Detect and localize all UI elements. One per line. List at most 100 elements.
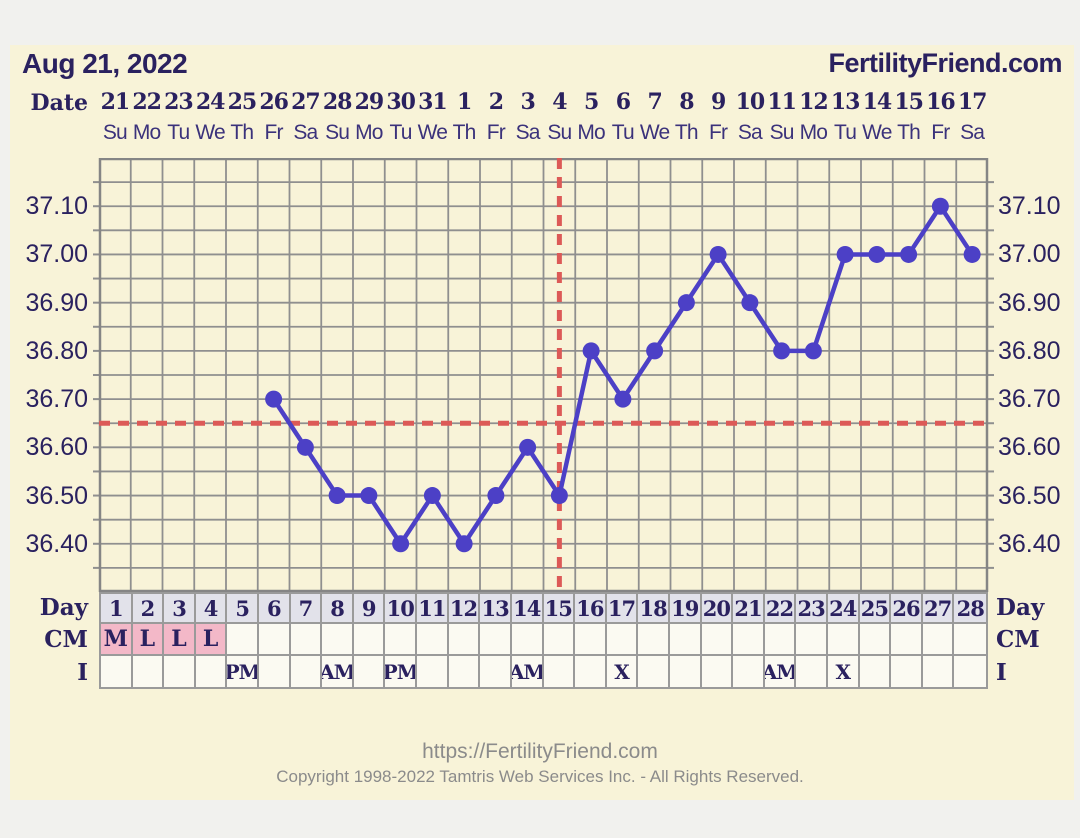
day-cell[interactable]: 18 bbox=[638, 594, 670, 622]
intercourse-cell: AM bbox=[322, 656, 354, 687]
day-cell[interactable]: 9 bbox=[353, 594, 386, 622]
day-cell[interactable]: 11 bbox=[417, 594, 449, 622]
day-cell[interactable]: 24 bbox=[827, 594, 860, 622]
date-number: 30 bbox=[386, 89, 416, 115]
footer-url[interactable]: https://FertilityFriend.com bbox=[422, 740, 658, 763]
weekday-label: We bbox=[639, 121, 670, 144]
day-cell[interactable]: 19 bbox=[669, 594, 702, 622]
temp-point[interactable] bbox=[519, 438, 537, 456]
date-number: 10 bbox=[735, 89, 766, 115]
day-cell[interactable]: 3 bbox=[164, 594, 196, 622]
y-axis-label-left: 37.10 bbox=[25, 192, 88, 221]
weekday-label: Tu bbox=[611, 121, 635, 144]
temp-point[interactable] bbox=[487, 487, 505, 505]
weekday-label: Fr bbox=[931, 121, 950, 144]
temp-point[interactable] bbox=[931, 197, 949, 215]
temp-point[interactable] bbox=[646, 342, 664, 360]
intercourse-cell bbox=[575, 656, 607, 687]
date-number: 29 bbox=[354, 89, 385, 115]
temp-point[interactable] bbox=[582, 342, 600, 360]
day-cell[interactable]: 4 bbox=[195, 594, 228, 622]
date-number: 28 bbox=[322, 89, 353, 115]
cm-cell: L bbox=[195, 624, 228, 654]
day-cell[interactable]: 12 bbox=[448, 594, 481, 622]
cm-cell bbox=[733, 624, 765, 654]
date-number: 12 bbox=[799, 89, 829, 115]
day-cell[interactable]: 5 bbox=[227, 594, 260, 622]
temp-point[interactable] bbox=[360, 487, 378, 505]
weekday-label: We bbox=[417, 121, 448, 144]
temp-point[interactable] bbox=[709, 245, 727, 263]
cm-cell bbox=[922, 624, 955, 654]
y-axis-label-right: 36.50 bbox=[998, 481, 1061, 510]
date-number: 23 bbox=[164, 89, 194, 115]
day-cell[interactable]: 21 bbox=[733, 594, 765, 622]
temp-point[interactable] bbox=[265, 390, 283, 408]
weekday-label: Th bbox=[230, 121, 254, 144]
cm-cell bbox=[638, 624, 670, 654]
day-cell[interactable]: 13 bbox=[480, 594, 512, 622]
temp-point[interactable] bbox=[455, 535, 473, 553]
temp-point[interactable] bbox=[423, 487, 441, 505]
y-axis-label-right: 37.00 bbox=[998, 240, 1061, 269]
day-cell[interactable]: 27 bbox=[922, 594, 955, 622]
cm-cell bbox=[575, 624, 607, 654]
intercourse-cell bbox=[101, 656, 133, 687]
temp-point[interactable] bbox=[550, 487, 568, 505]
intercourse-cell bbox=[859, 656, 892, 687]
day-cell[interactable]: 8 bbox=[322, 594, 354, 622]
temp-point[interactable] bbox=[773, 342, 791, 360]
weekday-label: Su bbox=[325, 121, 350, 144]
intercourse-cell: X bbox=[606, 656, 639, 687]
temp-point[interactable] bbox=[963, 245, 981, 263]
weekday-label: Fr bbox=[486, 121, 506, 144]
temp-point[interactable] bbox=[392, 535, 410, 553]
day-cell[interactable]: 1 bbox=[101, 594, 133, 622]
day-cell[interactable]: 14 bbox=[511, 594, 544, 622]
intercourse-cell bbox=[733, 656, 765, 687]
cm-cell bbox=[290, 624, 323, 654]
temp-point[interactable] bbox=[677, 294, 695, 312]
temp-point[interactable] bbox=[836, 245, 854, 263]
temp-point[interactable] bbox=[614, 390, 632, 408]
temp-point[interactable] bbox=[868, 245, 886, 263]
day-cell[interactable]: 15 bbox=[543, 594, 576, 622]
day-cell[interactable]: 2 bbox=[132, 594, 165, 622]
temp-point[interactable] bbox=[900, 245, 918, 263]
date-number: 27 bbox=[291, 89, 321, 115]
day-cell[interactable]: 23 bbox=[796, 594, 828, 622]
y-axis-label-right: 36.40 bbox=[998, 529, 1061, 558]
temp-point[interactable] bbox=[296, 438, 314, 456]
intercourse-row: PM AM PM AM X AM X bbox=[99, 656, 988, 689]
temp-point[interactable] bbox=[741, 294, 759, 312]
date-number: 16 bbox=[926, 89, 956, 115]
cm-cell bbox=[322, 624, 354, 654]
y-axis-label-left: 36.50 bbox=[25, 481, 88, 510]
day-cell[interactable]: 17 bbox=[606, 594, 639, 622]
day-cell[interactable]: 20 bbox=[701, 594, 734, 622]
day-cell[interactable]: 26 bbox=[891, 594, 923, 622]
intercourse-cell bbox=[195, 656, 228, 687]
day-cell[interactable]: 6 bbox=[259, 594, 291, 622]
cm-cell bbox=[259, 624, 291, 654]
day-cell[interactable]: 28 bbox=[954, 594, 986, 622]
cm-cell bbox=[353, 624, 386, 654]
day-cell[interactable]: 7 bbox=[290, 594, 323, 622]
date-number: 15 bbox=[894, 89, 924, 115]
footer-copyright: Copyright 1998-2022 Tamtris Web Services… bbox=[276, 767, 804, 786]
intercourse-cell bbox=[132, 656, 165, 687]
bbt-chart bbox=[93, 158, 994, 592]
temp-point[interactable] bbox=[804, 342, 822, 360]
day-cell[interactable]: 25 bbox=[859, 594, 892, 622]
day-cell[interactable]: 10 bbox=[385, 594, 418, 622]
cm-cell bbox=[954, 624, 986, 654]
date-number: 14 bbox=[862, 89, 893, 115]
cm-cell bbox=[480, 624, 512, 654]
weekday-label: Fr bbox=[709, 121, 728, 144]
intercourse-cell bbox=[891, 656, 923, 687]
day-cell[interactable]: 16 bbox=[575, 594, 607, 622]
intercourse-cell: PM bbox=[227, 656, 260, 687]
temp-point[interactable] bbox=[328, 487, 346, 505]
day-cell[interactable]: 22 bbox=[764, 594, 797, 622]
intercourse-cell: AM bbox=[764, 656, 797, 687]
